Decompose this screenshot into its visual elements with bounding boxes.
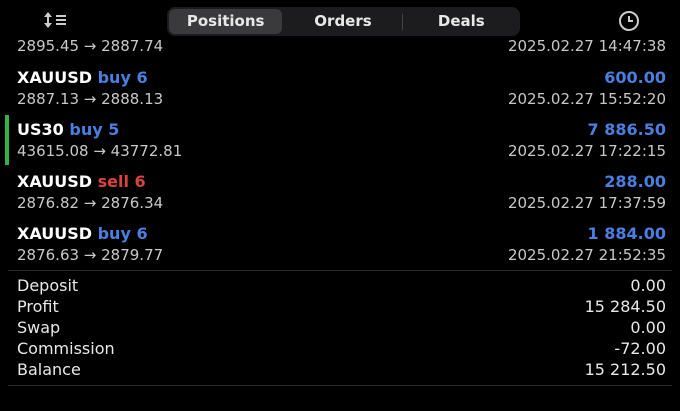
summary-value: -72.00 [614, 339, 666, 358]
tab-orders[interactable]: Orders [314, 12, 372, 30]
summary-profit: Profit 15 284.50 [17, 296, 666, 317]
deal-time: 2025.02.27 17:37:59 [507, 194, 666, 212]
deal-profit: 1 884.00 [587, 223, 666, 243]
deal-prices: 2876.82 → 2876.34 [17, 194, 164, 212]
deal-row[interactable]: XAUUSD buy 6 600.00 [17, 66, 666, 88]
selected-marker [5, 115, 9, 165]
summary-commission: Commission -72.00 [17, 338, 666, 359]
deal-row[interactable]: XAUUSD sell 6 288.00 [17, 170, 666, 192]
deal-profit: 288.00 [604, 171, 666, 191]
deal-time: 2025.02.27 15:52:20 [507, 90, 666, 108]
summary-swap: Swap 0.00 [17, 317, 666, 338]
summary-value: 15 284.50 [584, 297, 666, 316]
deal-side: buy 5 [69, 119, 120, 139]
deal-time: 2025.02.27 21:52:35 [507, 246, 666, 264]
deal-prices: 2895.45 → 2887.74 [17, 37, 164, 55]
deal-time: 2025.02.27 14:47:38 [507, 37, 666, 55]
deal-symbol: XAUUSD [17, 223, 93, 243]
summary-label: Deposit [17, 276, 79, 295]
deal-prices: 2876.63 → 2879.77 [17, 246, 164, 264]
tab-deals[interactable]: Deals [437, 12, 485, 30]
deal-side: buy 6 [97, 67, 148, 87]
deal-side: sell 6 [97, 171, 146, 191]
deal-profit: 7 886.50 [587, 119, 666, 139]
summary-label: Swap [17, 318, 61, 337]
deal-row-partial[interactable]: 2895.45 → 2887.74 2025.02.27 14:47:38 [17, 35, 666, 57]
deal-row[interactable]: US30 buy 5 7 886.50 [17, 118, 666, 140]
clock-icon[interactable] [614, 10, 639, 31]
summary-label: Balance [17, 360, 81, 379]
deal-side: buy 6 [97, 223, 148, 243]
deal-row[interactable]: XAUUSD buy 6 1 884.00 [17, 222, 666, 244]
deal-symbol: XAUUSD [17, 171, 93, 191]
tab-positions[interactable]: Positions [169, 9, 283, 34]
tab-divider [401, 13, 403, 30]
summary-label: Profit [17, 297, 59, 316]
divider [8, 270, 672, 271]
deal-prices: 43615.08 → 43772.81 [17, 142, 183, 160]
deal-symbol: XAUUSD [17, 67, 93, 87]
summary-label: Commission [17, 339, 115, 358]
tab-bar: Positions Orders Deals [167, 7, 520, 36]
deal-symbol: US30 [17, 119, 64, 139]
summary-value: 0.00 [630, 276, 666, 295]
divider [8, 385, 672, 386]
deal-time: 2025.02.27 17:22:15 [507, 142, 666, 160]
deal-profit: 600.00 [604, 67, 666, 87]
top-bar: Positions Orders Deals [0, 0, 680, 42]
summary-deposit: Deposit 0.00 [17, 275, 666, 296]
sort-list-icon[interactable] [42, 10, 72, 30]
deal-prices: 2887.13 → 2888.13 [17, 90, 164, 108]
summary-value: 15 212.50 [584, 360, 666, 379]
summary-balance: Balance 15 212.50 [17, 359, 666, 380]
summary-value: 0.00 [630, 318, 666, 337]
